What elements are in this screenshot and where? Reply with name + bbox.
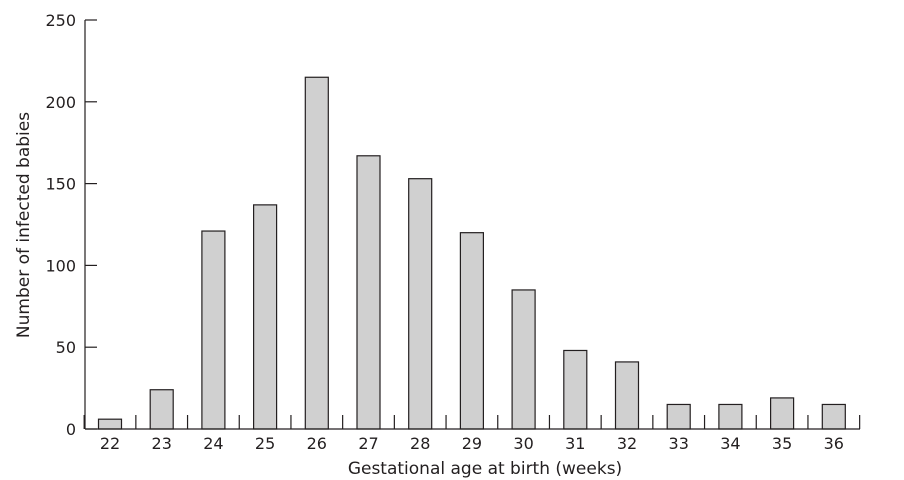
y-tick-label: 250 <box>45 11 76 30</box>
bar-24 <box>201 230 226 430</box>
bar-28 <box>408 178 433 430</box>
x-tick-label: 29 <box>462 434 482 453</box>
y-tick-label: 0 <box>66 420 76 439</box>
bar-26 <box>304 76 329 430</box>
bar-27 <box>356 155 381 430</box>
bar-30 <box>511 289 536 430</box>
x-tick-label: 33 <box>669 434 689 453</box>
bar-29 <box>459 232 484 430</box>
x-tick-label: 22 <box>100 434 120 453</box>
bar-33 <box>666 403 691 430</box>
x-tick-label: 26 <box>307 434 327 453</box>
bar-31 <box>563 349 588 430</box>
x-tick-label: 35 <box>772 434 792 453</box>
y-tick-label: 150 <box>45 175 76 194</box>
bar-32 <box>614 361 640 430</box>
y-tick-label: 50 <box>56 338 76 357</box>
bar-36 <box>821 403 846 430</box>
x-axis-title: Gestational age at birth (weeks) <box>348 459 622 479</box>
x-tick-label: 25 <box>255 434 275 453</box>
y-axis-title: Number of infected babies <box>14 112 34 338</box>
x-tick-label: 28 <box>410 434 430 453</box>
y-axis: 0 50 100 150 200 250 <box>45 11 97 439</box>
y-tick-label: 200 <box>45 93 76 112</box>
x-axis: 22 23 24 25 26 27 28 29 30 31 32 33 34 35 36 <box>83 415 861 453</box>
x-tick-label: 31 <box>565 434 585 453</box>
x-tick-label: 24 <box>203 434 223 453</box>
x-tick-label: 23 <box>152 434 172 453</box>
x-tick-label: 27 <box>358 434 378 453</box>
x-tick-label: 36 <box>824 434 844 453</box>
bar-22 <box>97 418 123 430</box>
bar-34 <box>718 403 743 430</box>
bars-group <box>97 76 846 430</box>
x-tick-label: 34 <box>720 434 740 453</box>
x-tick-label: 30 <box>513 434 533 453</box>
bar-35 <box>769 397 795 430</box>
x-tick-label: 32 <box>617 434 637 453</box>
y-tick-label: 100 <box>45 256 76 275</box>
bar-23 <box>149 389 174 430</box>
bar-25 <box>253 204 278 430</box>
